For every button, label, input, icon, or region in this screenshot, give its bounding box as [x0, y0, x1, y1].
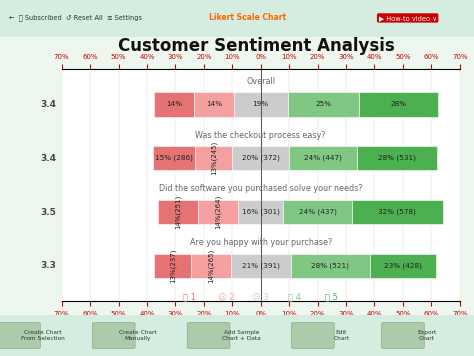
FancyBboxPatch shape [92, 323, 135, 349]
Text: Are you happy with your purchase?: Are you happy with your purchase? [190, 238, 332, 247]
Bar [291, 254, 370, 278]
Text: 23% (428): 23% (428) [384, 263, 422, 269]
Text: 32% (578): 32% (578) [378, 209, 416, 215]
Bar [357, 146, 437, 170]
Text: 20% (372): 20% (372) [242, 155, 280, 162]
Bar [288, 92, 359, 116]
Bar [198, 200, 238, 224]
Bar [153, 146, 195, 170]
Bar [158, 200, 198, 224]
Text: 21% (391): 21% (391) [242, 263, 280, 269]
Text: 24% (447): 24% (447) [304, 155, 342, 162]
Bar [194, 92, 234, 116]
Text: 28% (531): 28% (531) [378, 155, 416, 162]
Bar [191, 254, 231, 278]
Text: 28%: 28% [391, 101, 407, 108]
FancyBboxPatch shape [0, 323, 40, 349]
Bar [283, 200, 352, 224]
Text: 😐 2: 😐 2 [218, 293, 235, 302]
Text: ←  Ⓢ Subscribed  ↺ Reset All  ≡ Settings: ← Ⓢ Subscribed ↺ Reset All ≡ Settings [9, 15, 143, 21]
Text: 3.5: 3.5 [40, 208, 56, 216]
Bar [195, 146, 232, 170]
Text: 3.4: 3.4 [40, 100, 56, 109]
Text: 13%(245): 13%(245) [210, 141, 217, 176]
Text: Edit
Chart: Edit Chart [333, 330, 349, 341]
Bar [359, 92, 438, 116]
Bar [234, 92, 288, 116]
Text: Create Chart
Manually: Create Chart Manually [118, 330, 156, 341]
Bar [370, 254, 436, 278]
Text: 14%(264): 14%(264) [215, 195, 221, 229]
Text: 16% (301): 16% (301) [242, 209, 280, 215]
Text: Did the software you purchased solve your needs?: Did the software you purchased solve you… [159, 184, 363, 193]
Text: Create Chart
From Selection: Create Chart From Selection [21, 330, 64, 341]
Text: 14%: 14% [166, 101, 182, 108]
Bar [232, 146, 289, 170]
Text: Overall: Overall [246, 77, 275, 86]
Text: 😐 3: 😐 3 [252, 293, 269, 302]
Text: 13%(237): 13%(237) [169, 248, 176, 283]
Bar [231, 254, 291, 278]
Text: 28% (521): 28% (521) [311, 263, 349, 269]
Text: 24% (437): 24% (437) [299, 209, 337, 215]
Text: 25%: 25% [315, 101, 331, 108]
Text: 19%: 19% [253, 101, 269, 108]
FancyBboxPatch shape [382, 323, 424, 349]
Bar [352, 200, 443, 224]
Text: 🙂 4: 🙂 4 [288, 293, 301, 302]
Text: Add Sample
Chart + Data: Add Sample Chart + Data [222, 330, 261, 341]
FancyBboxPatch shape [292, 323, 334, 349]
Bar [238, 200, 283, 224]
Text: ▶ How-to video ∨: ▶ How-to video ∨ [379, 15, 437, 21]
FancyBboxPatch shape [187, 323, 230, 349]
Text: Was the checkout process easy?: Was the checkout process easy? [195, 131, 326, 140]
Text: 14%(265): 14%(265) [208, 249, 214, 283]
Text: Export
Chart: Export Chart [417, 330, 436, 341]
Bar [154, 92, 194, 116]
Text: 🙁 1: 🙁 1 [183, 293, 196, 302]
Text: 14%: 14% [206, 101, 222, 108]
Text: 3.3: 3.3 [40, 261, 56, 270]
Bar [289, 146, 357, 170]
Bar [154, 254, 191, 278]
Text: 15% (286): 15% (286) [155, 155, 193, 162]
Text: 14%(251): 14%(251) [175, 195, 182, 229]
Text: 3.4: 3.4 [40, 154, 56, 163]
Text: 🙂 5: 🙂 5 [325, 293, 338, 302]
Text: Customer Sentiment Analysis: Customer Sentiment Analysis [118, 37, 394, 55]
Text: Likert Scale Chart: Likert Scale Chart [209, 14, 286, 22]
